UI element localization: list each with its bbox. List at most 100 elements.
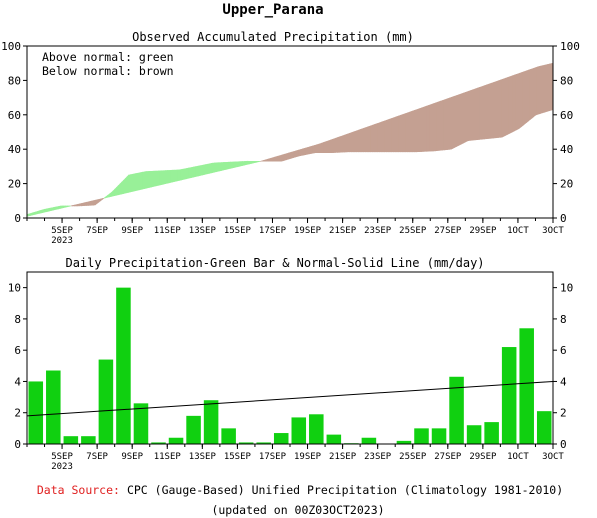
daily-bar [291,417,307,444]
y-tick-label-right: 8 [560,313,567,326]
y-tick-label-right: 0 [560,438,567,451]
x-tick-label: 27SEP [434,452,462,462]
y-tick-label-right: 10 [560,282,573,295]
daily-bar [46,370,61,444]
y-tick-label-right: 4 [560,375,567,388]
x-tick-label: 15SEP [224,226,252,236]
x-tick-label: 15SEP [224,452,252,462]
y-tick-label-right: 40 [560,143,573,156]
daily-bar [309,414,324,444]
x-tick-label: 3OCT [542,226,564,236]
daily-bar [466,425,482,444]
daily-bar [484,422,499,444]
daily-bar [431,428,447,444]
daily-bar [203,400,219,444]
y-tick-label-left: 40 [8,143,21,156]
x-tick-label: 1OCT [507,452,529,462]
daily-bar [396,440,412,444]
x-tick-label: 29SEP [469,226,497,236]
figure-title: Upper_Parana [222,2,323,18]
legend-above: Above normal: green [42,50,174,64]
daily-bar [536,411,552,444]
x-tick-label: 5SEP [51,226,73,236]
daily-bar [63,436,79,444]
y-tick-label-left: 0 [14,212,21,225]
accumulated-title: Observed Accumulated Precipitation (mm) [132,30,414,44]
y-tick-label-right: 20 [560,178,573,191]
y-tick-label-left: 0 [14,438,21,451]
normal-line [26,380,554,417]
daily-bar [449,376,464,444]
daily-bar [186,415,201,444]
x-tick-label: 7SEP [86,452,108,462]
daily-panel: Daily Precipitation-Green Bar & Normal-S… [8,256,574,472]
y-tick-label-left: 80 [8,74,21,87]
y-tick-label-left: 10 [8,282,21,295]
accumulated-axes: 0 0 20 20 40 40 60 60 80 80 100 100 5SEP 7SEP 9SEP 11SE… [1,40,580,246]
daily-bar [414,428,429,444]
data-source-line: Data Source: CPC (Gauge-Based) Unified Pr… [37,483,563,497]
x-tick-label: 9SEP [121,226,143,236]
x-tick-label: 5SEP [51,452,73,462]
daily-bar [98,359,114,444]
daily-title: Daily Precipitation-Green Bar & Normal-S… [65,256,484,270]
daily-bar [168,437,184,444]
daily-bars [28,287,552,445]
daily-bar [221,428,236,444]
daily-bar [501,347,517,444]
x-year-label: 2023 [51,462,73,472]
daily-bar [519,328,534,444]
y-tick-label-left: 4 [14,375,21,388]
y-tick-label-left: 8 [14,313,21,326]
x-tick-label: 17SEP [259,226,287,236]
y-tick-label-left: 100 [1,40,21,53]
daily-bar [361,437,377,444]
y-tick-label-left: 60 [8,109,21,122]
daily-bar [238,442,254,444]
y-tick-label-right: 2 [560,407,567,420]
x-tick-label: 25SEP [399,226,427,236]
x-tick-label: 3OCT [542,452,564,462]
y-tick-label-right: 60 [560,109,573,122]
data-source-label: Data Source: [37,483,120,497]
x-tick-label: 27SEP [434,226,462,236]
x-tick-label: 11SEP [154,452,182,462]
x-tick-label: 23SEP [364,452,392,462]
x-tick-label: 1OCT [507,226,529,236]
daily-axes: 0 0 2 2 4 4 6 6 8 8 10 10 5SEP 7SEP 9SEP 11SEP 13SEP 15SE… [8,282,574,472]
normal-line-group [26,380,554,417]
x-tick-label: 25SEP [399,452,427,462]
y-tick-label-right: 80 [560,74,573,87]
data-source-text: CPC (Gauge-Based) Unified Precipitation … [127,483,563,497]
x-tick-label: 13SEP [189,452,217,462]
x-tick-label: 23SEP [364,226,392,236]
x-tick-label: 7SEP [86,226,108,236]
accumulated-areas [26,62,554,217]
y-tick-label-left: 20 [8,178,21,191]
x-year-label: 2023 [51,236,73,246]
x-tick-label: 9SEP [121,452,143,462]
daily-bar [256,442,271,444]
accumulated-panel: Observed Accumulated Precipitation (mm) … [1,30,580,246]
daily-bar [81,436,96,444]
daily-bar [273,433,289,444]
updated-note: (updated on 00Z03OCT2023) [211,503,384,517]
y-tick-label-left: 6 [14,344,21,357]
y-tick-label-right: 100 [560,40,580,53]
y-tick-label-right: 6 [560,344,567,357]
daily-bar [116,287,131,444]
daily-bar [133,403,149,444]
x-tick-label: 19SEP [294,452,322,462]
x-tick-label: 21SEP [329,226,357,236]
daily-bar [326,434,342,444]
x-tick-label: 11SEP [154,226,182,236]
legend-below: Below normal: brown [42,64,174,78]
x-tick-label: 13SEP [189,226,217,236]
daily-bar [28,381,44,444]
x-tick-label: 29SEP [469,452,497,462]
x-tick-label: 19SEP [294,226,322,236]
x-tick-label: 21SEP [329,452,357,462]
y-tick-label-left: 2 [14,407,21,420]
daily-bar [151,442,166,444]
y-tick-label-right: 0 [560,212,567,225]
